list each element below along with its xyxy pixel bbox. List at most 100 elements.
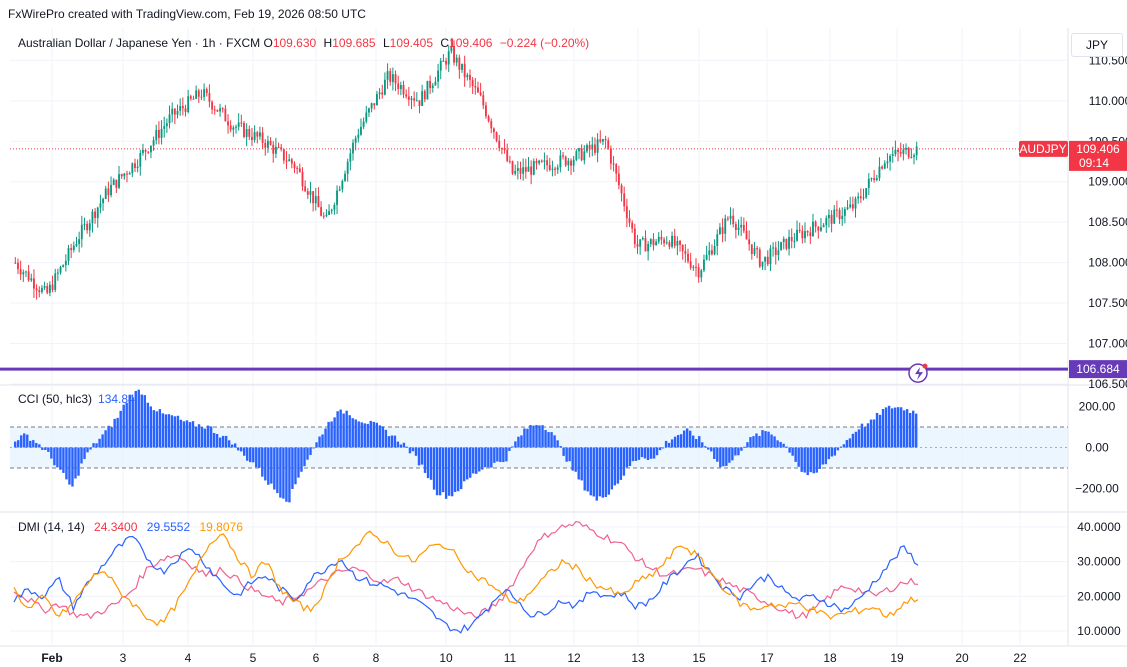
candle-body [126, 173, 128, 175]
cci-bar [592, 447, 595, 497]
candle-body [753, 248, 756, 255]
cci-legend[interactable]: CCI (50, hlc3) 134.84 [18, 392, 135, 406]
candle-body [168, 114, 171, 124]
cci-bar [869, 419, 873, 448]
candle-body [548, 165, 551, 170]
candle-body [479, 92, 482, 96]
cci-bar [550, 432, 553, 448]
cci-bar [110, 427, 113, 448]
cci-bar [685, 428, 689, 448]
candle-body [144, 149, 147, 152]
candle-body [312, 191, 315, 204]
candle-body [711, 250, 713, 255]
cci-bar [221, 435, 225, 448]
candle-body [785, 238, 788, 249]
cci-bar [128, 394, 131, 448]
cci-bar [438, 447, 442, 496]
cci-bar [625, 447, 629, 468]
candle-body [33, 278, 35, 289]
cci-bar [806, 447, 809, 476]
candle-body [748, 239, 751, 245]
candle-body [429, 80, 432, 89]
cci-bar [532, 425, 535, 448]
cci-bar [607, 447, 611, 495]
lightning-icon [915, 367, 923, 381]
cci-bar [318, 436, 321, 448]
dmi-legend[interactable]: DMI (14, 14) 24.3400 29.5552 19.8076 [18, 520, 243, 534]
cci-bar [354, 419, 357, 448]
cci-bar [182, 421, 186, 448]
candle-body [322, 215, 325, 217]
candle-body [216, 109, 219, 112]
cci-bar [565, 447, 568, 462]
cci-bar [553, 435, 556, 448]
cci-bar [288, 447, 291, 503]
candle-body [782, 238, 785, 243]
candle-body [594, 144, 596, 153]
cci-bar [41, 447, 44, 450]
cci-bar [788, 447, 791, 453]
candle-body [147, 151, 150, 153]
cci-bar [230, 444, 234, 448]
cci-bar [628, 447, 632, 467]
cci-bar [716, 447, 719, 462]
currency-button[interactable]: JPY [1071, 33, 1123, 57]
candle-body [413, 98, 416, 101]
cci-title: CCI (50, hlc3) [18, 392, 93, 406]
candle-body [437, 70, 440, 82]
cci-bar [511, 446, 514, 448]
candle-body [128, 173, 131, 175]
candle-body [514, 170, 517, 174]
candle-body [617, 173, 620, 186]
candle-body [78, 239, 81, 245]
cci-bar [185, 420, 189, 448]
x-tick-label: 15 [692, 651, 706, 665]
cci-bar [893, 407, 897, 448]
candle-body [453, 46, 455, 63]
candle-body [623, 193, 626, 207]
candle-body [320, 207, 323, 216]
dmi-tick-label: 30.0000 [1077, 555, 1121, 569]
candle-body [524, 167, 527, 172]
candle-body [288, 159, 291, 162]
dmi-tick-label: 20.0000 [1077, 589, 1121, 603]
cci-bar [589, 447, 592, 496]
cci-bar [357, 421, 360, 448]
candle-body [179, 105, 182, 111]
candle-body [495, 132, 498, 141]
candle-body [854, 198, 857, 209]
candle-body [631, 222, 634, 229]
candle-body [506, 149, 509, 161]
cci-bar [303, 447, 306, 467]
cci-bar [252, 447, 255, 463]
cci-bar [306, 447, 309, 460]
candle-body [508, 160, 511, 162]
candle-body [165, 123, 168, 127]
candle-body [70, 248, 73, 250]
instrument-label[interactable]: Australian Dollar / Japanese Yen · 1h · … [18, 36, 261, 50]
cci-tick-label: −200.00 [1075, 481, 1119, 495]
cci-bar [330, 421, 333, 448]
cci-bar [188, 422, 192, 448]
cci-bar [155, 411, 159, 448]
candle-body [115, 179, 118, 188]
candle-body [83, 223, 86, 225]
candle-body [586, 144, 588, 152]
dmi-plus-value: 29.5552 [146, 520, 191, 534]
cci-bar [390, 435, 394, 448]
candle-body [56, 272, 59, 274]
candle-body [466, 74, 469, 78]
cci-bar [164, 414, 168, 448]
cci-bar [562, 447, 565, 456]
cci-bar [86, 447, 89, 453]
candle-body [134, 163, 136, 169]
candle-body [905, 147, 907, 150]
candle-body [729, 215, 732, 219]
cci-bar [441, 447, 445, 493]
cci-bar [369, 420, 372, 448]
candle-body [155, 129, 158, 141]
cci-bar [520, 435, 523, 448]
candle-body [793, 240, 796, 242]
candle-body [163, 126, 166, 129]
candle-body [798, 229, 801, 232]
